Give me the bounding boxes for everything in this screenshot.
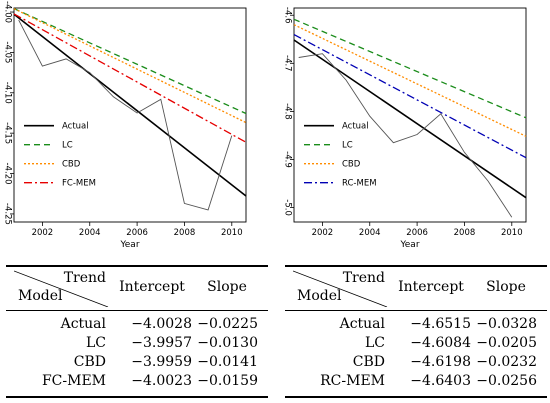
table-row-intercept: −4.0028	[131, 316, 192, 332]
table-row-slope: −0.0328	[476, 316, 537, 332]
table-row-model: Actual	[339, 316, 385, 332]
y-tick-label: -4.9	[283, 151, 293, 168]
chart-right: 2002 2004 2006 2008 2010 -4.6 -4.7 -4.8 -4.9 -5.0…	[283, 7, 527, 250]
table-bottom-rule	[6, 396, 268, 398]
series-line-fc-mem	[13, 13, 247, 143]
x-axis-label: Year	[119, 240, 139, 250]
legend-label: LC	[62, 141, 73, 151]
header-trend: Trend	[342, 270, 385, 286]
table-row-model: LC	[85, 335, 106, 351]
table-row-intercept: −3.9957	[131, 335, 192, 351]
x-tick-label: 2008	[174, 228, 196, 238]
legend-label: Actual	[342, 122, 369, 132]
plot-frame	[13, 7, 247, 223]
table-row-slope: −0.0205	[476, 335, 537, 351]
y-tick-label: -4.8	[283, 103, 293, 120]
series-line-lc	[293, 18, 527, 119]
series-line-actual	[13, 13, 247, 197]
table-row-slope: −0.0159	[197, 373, 258, 389]
table-row-intercept: −4.6403	[410, 373, 471, 389]
table-left: Trend Model Intercept Slope Actual −4.00…	[6, 263, 268, 401]
series-line-cbd	[293, 24, 527, 137]
header-model: Model	[18, 288, 63, 304]
header-slope: Slope	[207, 279, 247, 295]
table-header-rule	[6, 310, 268, 311]
plot-frame	[293, 7, 527, 223]
table-row-model: CBD	[352, 354, 385, 370]
y-tick-label: -4.15	[3, 122, 13, 144]
table-row-intercept: −3.9959	[131, 354, 192, 370]
header-diagonal-rule	[14, 270, 109, 307]
table-row-intercept: −4.6515	[410, 316, 471, 332]
table-row-intercept: −4.6198	[410, 354, 471, 370]
x-tick-label: 2002	[32, 228, 54, 238]
table-row-intercept: −4.6084	[410, 335, 471, 351]
table-right: Trend Model Intercept Slope Actual −4.65…	[285, 263, 547, 401]
chart-left: 2002 2004 2006 2008 2010 -4.00 -4.05 -4.10 -4.15…	[3, 1, 247, 250]
table-row-model: Actual	[60, 316, 106, 332]
header-trend: Trend	[63, 270, 106, 286]
table-row-model: RC-MEM	[320, 373, 385, 389]
legend-label: Actual	[62, 122, 89, 132]
table-top-rule	[285, 265, 547, 267]
series-line-cbd	[13, 8, 247, 124]
x-tick-label: 2008	[454, 228, 476, 238]
table-row-slope: −0.0225	[197, 316, 258, 332]
y-tick-label: -4.00	[3, 1, 13, 23]
table-row-model: FC-MEM	[41, 373, 106, 389]
table-row-slope: −0.0130	[197, 335, 258, 351]
series-line-rc-mem	[293, 34, 527, 159]
series-line-observed	[18, 19, 233, 211]
legend-label: RC-MEM	[342, 179, 377, 189]
legend-label: FC-MEM	[62, 179, 96, 189]
x-tick-label: 2006	[126, 228, 148, 238]
table-row-model: CBD	[73, 354, 106, 370]
x-tick-label: 2006	[406, 228, 428, 238]
y-tick-label: -4.25	[3, 203, 13, 225]
x-tick-label: 2010	[501, 228, 523, 238]
x-tick-label: 2010	[221, 228, 243, 238]
series-line-observed	[298, 53, 513, 218]
x-tick-label: 2004	[79, 228, 101, 238]
series-line-lc	[13, 8, 247, 115]
series-line-actual	[293, 39, 527, 199]
table-top-rule	[6, 265, 268, 267]
table-row-model: LC	[364, 335, 385, 351]
legend-label: CBD	[62, 160, 81, 170]
header-diagonal-rule	[293, 270, 388, 307]
legend-label: LC	[342, 141, 353, 151]
header-intercept: Intercept	[398, 279, 464, 295]
y-tick-label: -4.20	[3, 163, 13, 185]
legend-label: CBD	[342, 160, 361, 170]
table-row-intercept: −4.0023	[131, 373, 192, 389]
x-tick-label: 2004	[359, 228, 381, 238]
y-tick-label: -4.10	[3, 82, 13, 104]
header-intercept: Intercept	[119, 279, 185, 295]
y-tick-label: -4.7	[283, 55, 293, 72]
y-tick-label: -5.0	[283, 199, 293, 216]
table-row-slope: −0.0232	[476, 354, 537, 370]
header-model: Model	[297, 288, 342, 304]
header-slope: Slope	[486, 279, 526, 295]
table-row-slope: −0.0141	[197, 354, 258, 370]
x-axis-label: Year	[399, 240, 419, 250]
table-header-rule	[285, 310, 547, 311]
table-row-slope: −0.0256	[476, 373, 537, 389]
y-tick-label: -4.05	[3, 41, 13, 63]
x-tick-label: 2002	[312, 228, 334, 238]
table-bottom-rule	[285, 396, 547, 398]
y-tick-label: -4.6	[283, 7, 293, 24]
